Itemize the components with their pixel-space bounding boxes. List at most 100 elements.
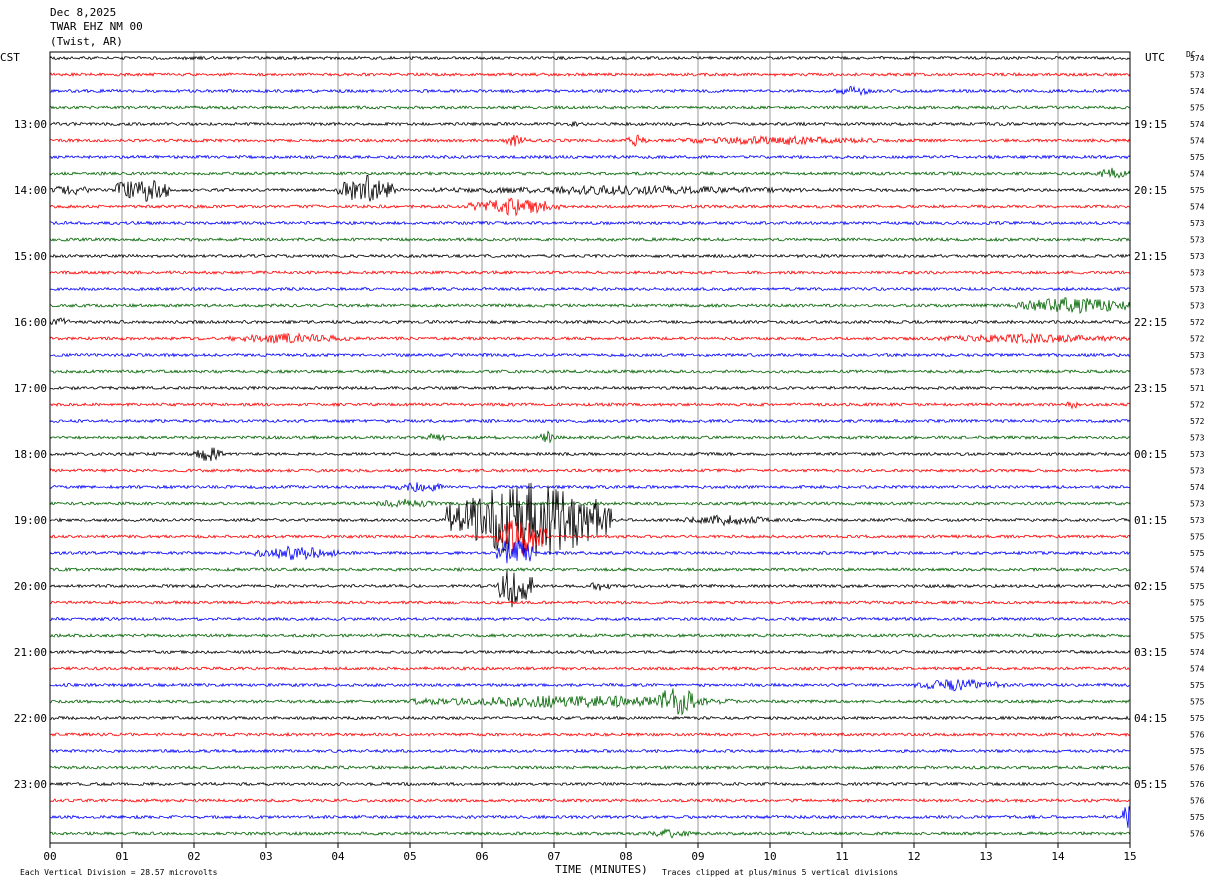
x-tick-label: 01 [115, 850, 128, 863]
trace-line [49, 482, 1131, 493]
cst-time-label: 18:00 [14, 448, 47, 461]
trace-line [49, 797, 1131, 804]
footer-clip-note: Traces clipped at plus/minus 5 vertical … [662, 868, 898, 877]
dc-offset-label: 574 [1190, 566, 1205, 575]
utc-time-label: 19:15 [1134, 118, 1167, 131]
dc-offset-label: 573 [1190, 302, 1205, 311]
dc-offset-label: 574 [1190, 120, 1205, 129]
trace-line [49, 498, 1131, 508]
x-tick-label: 12 [907, 850, 920, 863]
x-tick-label: 13 [979, 850, 992, 863]
trace-line [49, 385, 1131, 391]
dc-offset-label: 573 [1190, 368, 1205, 377]
trace-group [49, 55, 1131, 839]
dc-offset-label: 574 [1190, 203, 1205, 212]
dc-offset-label: 575 [1190, 714, 1205, 723]
x-tick-label: 09 [691, 850, 704, 863]
utc-time-label: 02:15 [1134, 580, 1167, 593]
utc-time-label: 01:15 [1134, 514, 1167, 527]
trace-line [49, 270, 1131, 276]
trace-line [49, 85, 1131, 97]
trace-line [49, 748, 1131, 754]
x-tick-label: 04 [331, 850, 345, 863]
dc-offset-label: 573 [1190, 252, 1205, 261]
dc-offset-label: 574 [1190, 483, 1205, 492]
dc-offset-label: 575 [1190, 813, 1205, 822]
utc-time-label: 03:15 [1134, 646, 1167, 659]
dc-offset-label: 575 [1190, 153, 1205, 162]
cst-time-label: 20:00 [14, 580, 47, 593]
dc-offset-label: 571 [1190, 384, 1205, 393]
dc-offset-label: 575 [1190, 549, 1205, 558]
utc-time-label: 23:15 [1134, 382, 1167, 395]
dc-offset-label: 575 [1190, 104, 1205, 113]
trace-line [49, 570, 1131, 608]
trace-line [49, 286, 1131, 292]
dc-offset-label: 575 [1190, 698, 1205, 707]
trace-line [49, 167, 1131, 179]
grid-lines [121, 52, 1059, 843]
cst-time-label: 22:00 [14, 712, 47, 725]
dc-offset-label: 576 [1190, 731, 1205, 740]
trace-line [49, 678, 1130, 692]
cst-time-label: 15:00 [14, 250, 47, 263]
cst-time-label: 16:00 [14, 316, 47, 329]
trace-line [49, 688, 1131, 716]
cst-time-label: 19:00 [14, 514, 47, 527]
x-tick-label: 06 [475, 850, 488, 863]
trace-line [49, 154, 1131, 160]
dc-offset-label: 576 [1190, 764, 1205, 773]
trace-line [49, 520, 1131, 556]
dc-offset-label: 575 [1190, 186, 1205, 195]
trace-line [49, 418, 1131, 424]
dc-offset-label: 573 [1190, 285, 1205, 294]
dc-offset-label: 573 [1190, 516, 1205, 525]
trace-line [49, 632, 1131, 639]
dc-offset-label: 574 [1190, 137, 1205, 146]
cst-time-label: 23:00 [14, 778, 47, 791]
cst-time-labels: 13:00 14:00 15:00 16:00 17:00 18:00 19:00 20:00… [14, 118, 47, 791]
trace-line [49, 120, 1131, 128]
dc-offset-labels: 574 573 574 575 574 574 575 574 575 574 573 573 573 5… [1190, 54, 1205, 839]
x-tick-label: 00 [43, 850, 56, 863]
utc-time-label: 05:15 [1134, 778, 1167, 791]
trace-line [49, 297, 1131, 314]
trace-line [49, 731, 1131, 738]
header-station: TWAR EHZ NM 00 [50, 20, 143, 33]
trace-line [49, 616, 1131, 622]
trace-line [49, 540, 1131, 564]
plot-frame [49, 51, 1131, 844]
utc-axis-label: UTC [1145, 51, 1165, 64]
x-axis-title: TIME (MINUTES) [555, 863, 648, 876]
trace-line [49, 332, 1131, 345]
dc-offset-label: 575 [1190, 632, 1205, 641]
trace-line [49, 134, 1131, 148]
trace-line [49, 430, 1131, 444]
trace-line [49, 71, 1131, 78]
trace-line [49, 715, 1131, 721]
trace-line [49, 253, 1131, 259]
dc-offset-label: 572 [1190, 401, 1205, 410]
trace-line [49, 665, 1131, 672]
trace-line [49, 566, 1131, 573]
trace-line [49, 368, 1131, 375]
x-tick-label: 03 [259, 850, 272, 863]
cst-time-label: 21:00 [14, 646, 47, 659]
x-tick-label: 11 [835, 850, 848, 863]
x-tick-labels: 00 01 02 03 04 05 06 07 08 09 10 11 12 13 14 15 [43, 843, 1137, 863]
trace-line [49, 352, 1131, 358]
dc-offset-label: 576 [1190, 797, 1205, 806]
utc-time-label: 20:15 [1134, 184, 1167, 197]
dc-offset-label: 575 [1190, 533, 1205, 542]
dc-offset-label: 573 [1190, 434, 1205, 443]
trace-line [49, 649, 1131, 655]
dc-offset-label: 574 [1190, 648, 1205, 657]
dc-offset-label: 573 [1190, 450, 1205, 459]
footer-scale: Each Vertical Division = 28.57 microvolt… [20, 868, 218, 877]
cst-time-label: 17:00 [14, 382, 47, 395]
x-tick-label: 07 [547, 850, 560, 863]
trace-line [49, 806, 1131, 828]
utc-time-label: 22:15 [1134, 316, 1167, 329]
dc-offset-label: 573 [1190, 71, 1205, 80]
